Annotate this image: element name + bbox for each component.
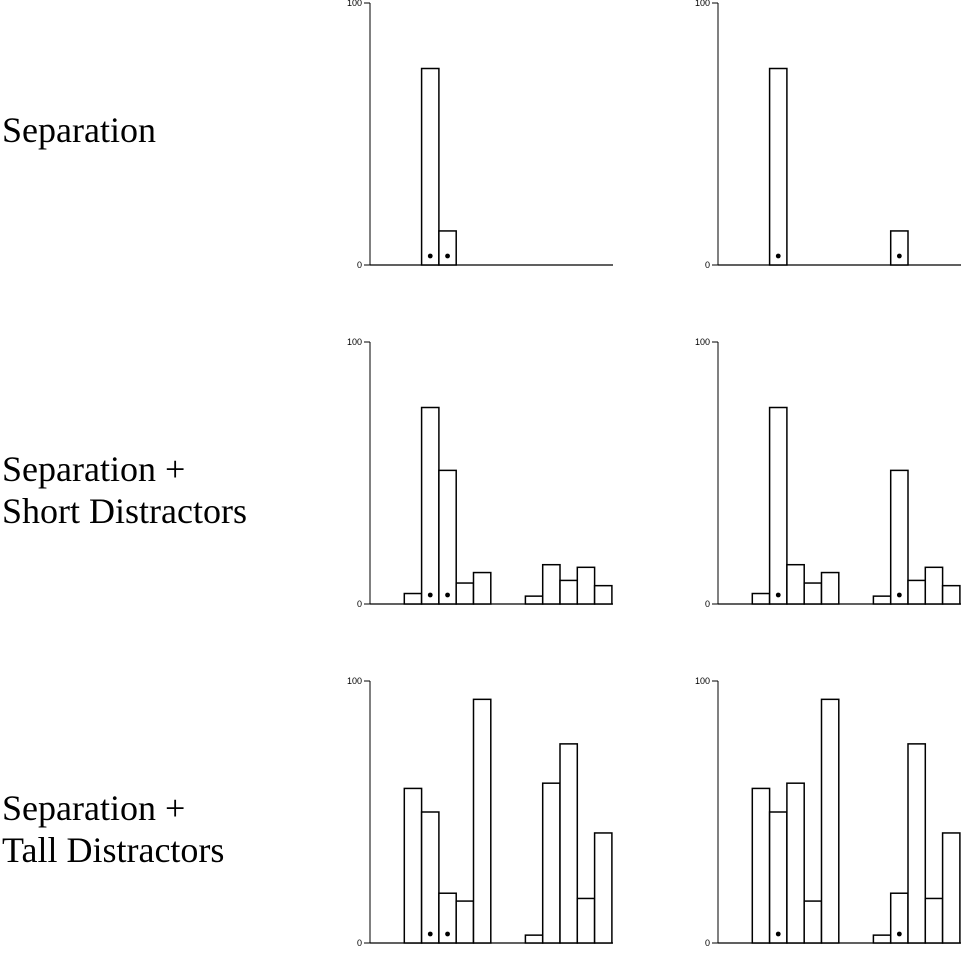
marker-dot [775,592,781,598]
y-tick-label: 0 [705,260,710,270]
bar [768,811,788,944]
bar [576,566,596,605]
bar [803,582,823,605]
bar [872,934,892,944]
y-tick-label: 100 [347,0,362,8]
bar [576,897,596,944]
bar [803,900,823,944]
bar [524,595,544,605]
bar [472,698,492,944]
row-label-line: Separation [2,110,156,150]
bar [820,571,840,605]
marker-dot [445,253,450,259]
bar [472,571,492,605]
bar [786,782,805,944]
marker-dot [427,931,433,937]
bar [889,469,909,605]
row-label-line: Separation + [2,788,186,828]
bar [559,579,579,605]
y-tick-label: 100 [695,0,710,8]
bar [524,934,544,944]
bar [924,897,944,944]
marker-dot [427,592,433,598]
bar [420,811,440,944]
y-tick-label: 0 [705,599,710,609]
y-tick-label: 100 [695,676,710,686]
y-tick-label: 100 [347,337,362,347]
bar [872,595,892,605]
bar [889,230,909,266]
bar [941,832,961,944]
bar [820,698,840,944]
bar [941,584,961,605]
marker-dot [445,931,450,937]
y-tick-label: 0 [357,260,362,270]
bar [455,582,475,605]
bar [786,563,805,605]
bar [403,787,423,944]
bar [768,67,788,266]
row-label-separation: Separation [2,109,156,151]
bar [541,782,561,944]
y-tick-label: 0 [705,938,710,948]
marker-dot [445,592,450,598]
bar [455,900,475,944]
bar [438,469,457,605]
marker-dot [896,592,902,598]
bar [751,592,771,605]
y-tick-label: 100 [695,337,710,347]
marker-dot [896,931,902,937]
marker-dot [427,253,433,259]
marker-dot [896,253,902,259]
bar [593,584,613,605]
bar [420,406,440,605]
bar [438,230,457,266]
bar [403,592,423,605]
y-tick-label: 0 [357,938,362,948]
row-label-line: Separation + [2,449,186,489]
row-label-tall-distractors: Separation + Tall Distractors [2,787,224,871]
bar [541,563,561,605]
row-label-line: Short Distractors [2,491,247,531]
bar [768,406,788,605]
marker-dot [775,253,781,259]
row-label-short-distractors: Separation + Short Distractors [2,448,247,532]
marker-dot [775,931,781,937]
bar [559,743,579,944]
bar [593,832,613,944]
y-tick-label: 0 [357,599,362,609]
bar [907,743,927,944]
row-label-line: Tall Distractors [2,830,225,870]
y-tick-label: 100 [347,676,362,686]
bar [751,787,771,944]
bar [907,579,927,605]
bar [924,566,944,605]
bar [420,67,440,266]
